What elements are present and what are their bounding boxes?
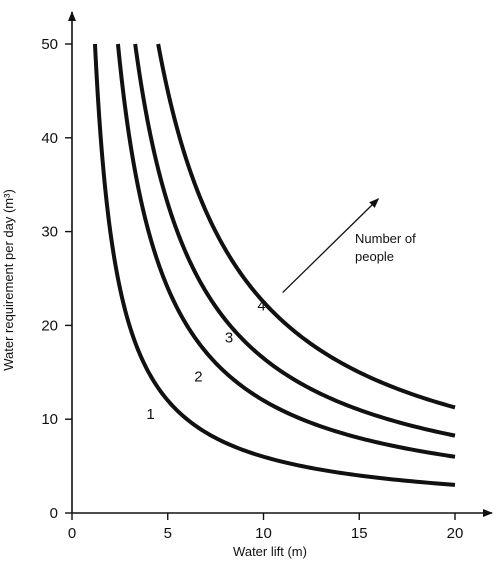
series-label-4: 4 [257,297,265,314]
y-tick-label: 30 [41,224,58,241]
series-label-3: 3 [225,329,233,346]
y-tick-label: 50 [41,36,58,53]
series-curve-4 [156,43,456,410]
curves [92,43,456,487]
series-label-2: 2 [194,369,202,386]
y-axis-title: Water requirement per day (m³) [1,189,16,371]
x-axis-title: Water lift (m) [233,544,307,559]
x-tick-label: 15 [351,525,368,542]
x-tick-label: 20 [447,525,464,542]
x-tick-label: 10 [255,525,272,542]
annotation-line-1: Number of [355,231,416,246]
y-tick-label: 0 [50,505,58,522]
x-tick-label: 0 [68,525,76,542]
series-curve-3 [133,43,456,438]
x-tick-label: 5 [164,525,172,542]
y-tick-label: 20 [41,317,58,334]
labels: 1 2 3 4 [146,198,380,423]
series-label-1: 1 [146,406,154,423]
y-tick-label: 10 [41,411,58,428]
annotation-line-2: people [355,249,394,264]
y-tick-label: 40 [41,130,58,147]
series-curve-1 [92,43,456,487]
number-of-people-arrow [282,198,380,294]
axes: 0 5 10 15 20 0 10 20 30 40 50 [41,11,493,542]
series-curve-2 [115,43,456,459]
